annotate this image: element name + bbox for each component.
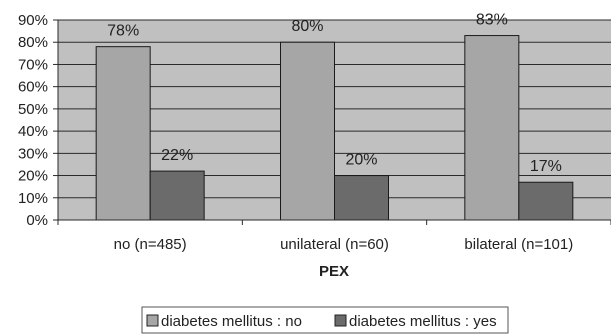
legend-box	[141, 306, 509, 334]
data-label: 83%	[476, 12, 508, 29]
x-tick-label: bilateral (n=101)	[464, 236, 573, 253]
bars	[95, 35, 574, 221]
bar-series-2	[518, 181, 574, 221]
x-axis-title: PEX	[319, 263, 349, 280]
y-tick-label: 90%	[18, 12, 48, 29]
legend-swatch-yes	[334, 314, 347, 327]
data-label: 80%	[291, 18, 323, 35]
y-tick-label: 0%	[26, 212, 48, 229]
data-labels: 78% 22% 80% 20% 83% 17%	[107, 12, 562, 176]
legend-label-yes: diabetes mellitus : yes	[349, 313, 497, 330]
y-tick-label: 70%	[18, 56, 48, 73]
data-label: 78%	[107, 23, 139, 40]
bar-series-2	[334, 175, 389, 221]
bar-series-1	[280, 41, 335, 221]
y-axis: 0% 10% 20% 30% 40% 50% 60% 70% 80% 90%	[18, 12, 59, 229]
x-tick-label: no (n=485)	[114, 236, 187, 253]
x-tick-label: unilateral (n=60)	[280, 236, 389, 253]
bar-series-2	[149, 170, 205, 221]
bar-series-1	[464, 35, 520, 221]
y-tick-label: 20%	[18, 168, 48, 185]
y-tick-label: 10%	[18, 190, 48, 207]
y-tick-label: 30%	[18, 145, 48, 162]
legend: diabetes mellitus : no diabetes mellitus…	[141, 306, 509, 334]
bar-series-1	[95, 46, 151, 221]
y-tick-label: 60%	[18, 79, 48, 96]
y-tick-label: 50%	[18, 101, 48, 118]
y-tick-label: 80%	[18, 34, 48, 51]
legend-label-no: diabetes mellitus : no	[161, 313, 302, 330]
data-label: 17%	[530, 158, 562, 175]
y-tick-label: 40%	[18, 123, 48, 140]
x-axis: no (n=485) unilateral (n=60) bilateral (n=…	[57, 219, 611, 253]
legend-swatch-no	[146, 314, 159, 327]
data-label: 20%	[345, 152, 377, 169]
data-label: 22%	[161, 147, 193, 164]
